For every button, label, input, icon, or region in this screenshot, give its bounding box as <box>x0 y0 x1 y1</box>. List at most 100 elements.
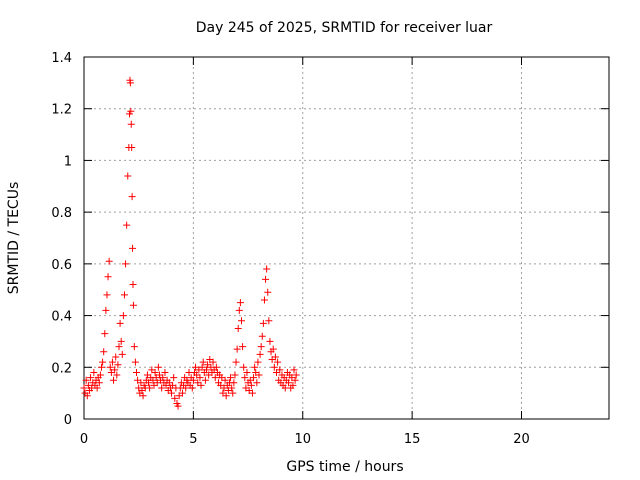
y-tick-label: 1 <box>64 154 72 169</box>
data-point <box>236 299 244 307</box>
y-axis-ticks: 0 0.2 0.4 0.6 0.8 1 1.2 1.4 <box>51 51 609 428</box>
data-point <box>93 384 101 392</box>
data-point <box>228 384 236 392</box>
x-axis-ticks: 0 5 10 15 20 <box>80 57 530 447</box>
data-point <box>255 371 263 379</box>
y-tick-label: 0.6 <box>51 258 72 273</box>
data-point <box>269 345 277 353</box>
data-point <box>110 376 118 384</box>
data-point <box>102 306 110 314</box>
data-point <box>222 392 230 400</box>
y-tick-label: 1.2 <box>51 103 72 118</box>
y-tick-label: 0.4 <box>51 310 72 325</box>
data-point <box>227 374 235 382</box>
y-tick-label: 1.4 <box>51 51 72 66</box>
data-point <box>170 374 178 382</box>
data-point <box>243 368 251 376</box>
data-point <box>209 358 217 366</box>
data-point <box>250 374 258 382</box>
data-point <box>265 317 273 325</box>
data-point <box>83 392 91 400</box>
data-point <box>115 343 123 351</box>
data-point <box>264 288 272 296</box>
data-point <box>99 358 107 366</box>
data-point <box>131 358 139 366</box>
data-point <box>196 374 204 382</box>
data-point <box>129 301 137 309</box>
data-point <box>80 384 88 392</box>
data-point <box>231 371 239 379</box>
data-point <box>123 221 131 229</box>
data-point <box>234 325 242 332</box>
data-point <box>230 379 238 387</box>
data-point <box>270 363 278 371</box>
y-tick-label: 0 <box>64 413 72 428</box>
data-point <box>221 376 229 384</box>
data-point <box>127 120 135 128</box>
data-point <box>145 379 153 387</box>
data-point <box>241 374 249 382</box>
data-point <box>266 337 274 345</box>
data-point <box>128 144 136 151</box>
data-point <box>274 358 282 366</box>
data-point <box>158 384 166 392</box>
data-point <box>254 358 262 366</box>
data-point <box>98 363 105 371</box>
data-point <box>129 281 137 289</box>
data-point <box>259 319 267 327</box>
data-point <box>82 376 90 384</box>
data-point <box>126 79 134 87</box>
x-tick-label: 20 <box>513 432 530 447</box>
data-point <box>199 358 207 366</box>
data-point <box>111 366 119 374</box>
data-point <box>188 384 196 392</box>
data-point <box>100 348 108 356</box>
y-tick-label: 0.8 <box>51 206 72 221</box>
data-point <box>260 296 268 304</box>
data-point <box>118 350 126 358</box>
data-point <box>146 384 154 392</box>
data-point <box>198 363 206 371</box>
data-point <box>139 392 147 400</box>
y-axis-title: SRMTID / TECUs <box>6 182 22 295</box>
grid <box>84 57 609 419</box>
data-point <box>116 319 124 327</box>
data-point <box>95 379 103 387</box>
data-point <box>290 366 298 374</box>
data-point <box>120 291 128 299</box>
data-point <box>211 374 219 382</box>
data-point <box>103 291 111 299</box>
plot-frame <box>83 56 610 420</box>
y-tick-label: 0.2 <box>51 361 72 376</box>
data-point <box>133 368 140 376</box>
data-point <box>122 260 130 268</box>
x-tick-label: 15 <box>404 432 421 447</box>
data-point <box>114 361 122 369</box>
chart-title: Day 245 of 2025, SRMTID for receiver lua… <box>196 20 493 36</box>
x-tick-label: 10 <box>294 432 311 447</box>
data-point <box>262 275 270 283</box>
data-point <box>171 394 179 402</box>
data-point <box>251 363 259 371</box>
data-points <box>80 76 300 410</box>
data-point <box>276 366 284 374</box>
data-point <box>124 172 132 180</box>
data-point <box>235 306 243 314</box>
data-point <box>189 376 197 384</box>
data-point <box>128 193 136 201</box>
data-point <box>233 345 241 353</box>
data-point <box>130 343 138 351</box>
data-point <box>239 343 247 351</box>
data-point <box>161 368 169 376</box>
data-point <box>129 244 137 252</box>
data-point <box>289 381 297 389</box>
data-point <box>151 368 159 376</box>
x-tick-label: 5 <box>189 432 197 447</box>
data-point <box>117 337 125 345</box>
data-point <box>105 257 113 265</box>
data-point <box>96 371 104 379</box>
data-point <box>257 343 265 351</box>
data-point <box>212 363 220 371</box>
data-point <box>127 107 135 115</box>
data-point <box>271 353 279 361</box>
